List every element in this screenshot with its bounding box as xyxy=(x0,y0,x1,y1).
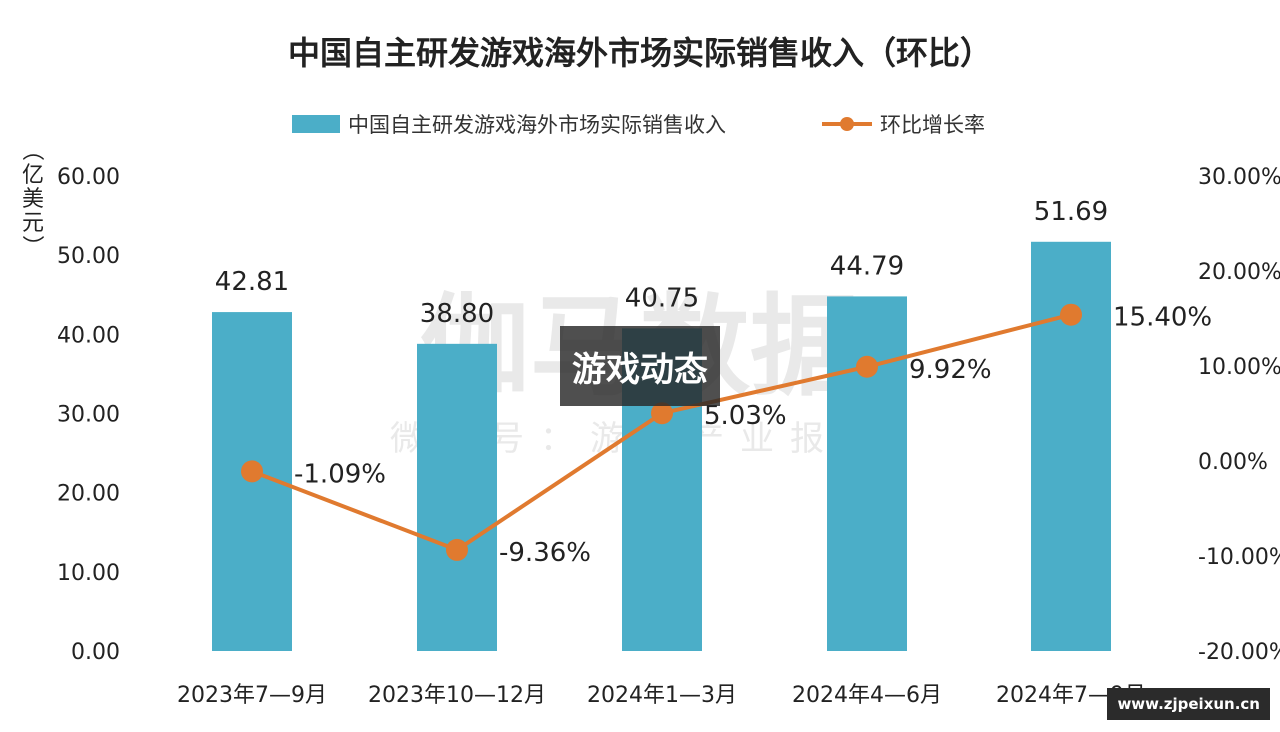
y2-tick-label: -20.00% xyxy=(1198,640,1280,665)
x-tick-label: 2024年4—6月 xyxy=(792,683,942,708)
y-tick-label: 40.00 xyxy=(57,323,120,348)
bar xyxy=(417,343,497,651)
y-axis-ticks: 0.00 10.00 20.00 30.00 40.00 50.00 60.00 xyxy=(57,165,120,665)
y-axis-label-char: 亿 xyxy=(22,163,44,188)
line-value-label: -1.09% xyxy=(294,459,386,489)
line-point xyxy=(1060,303,1082,326)
line-value-label: 15.40% xyxy=(1113,303,1212,333)
line-point xyxy=(856,355,878,378)
y-axis-label-char: ） xyxy=(19,235,44,257)
x-tick-label: 2023年10—12月 xyxy=(368,683,546,708)
x-tick-label: 2024年1—3月 xyxy=(587,683,737,708)
site-watermark-badge: www.zjpeixun.cn xyxy=(1107,688,1270,720)
y2-tick-label: -10.00% xyxy=(1198,545,1280,570)
legend-bar-label: 中国自主研发游戏海外市场实际销售收入 xyxy=(348,113,726,137)
y2-tick-label: 0.00% xyxy=(1198,450,1268,475)
y-tick-label: 20.00 xyxy=(57,482,120,507)
line-value-label: -9.36% xyxy=(499,538,591,568)
legend: 中国自主研发游戏海外市场实际销售收入 环比增长率 xyxy=(292,113,985,137)
line-series: -1.09% -9.36% 5.03% 9.92% 15.40% xyxy=(241,303,1212,568)
x-tick-label: 2023年7—9月 xyxy=(177,683,327,708)
line-point xyxy=(446,538,468,561)
y-axis-label-char: （ xyxy=(19,139,44,161)
y-tick-label: 30.00 xyxy=(57,403,120,428)
bar xyxy=(1031,241,1111,651)
y-axis-label-char: 元 xyxy=(22,211,44,236)
y-tick-label: 50.00 xyxy=(57,244,120,269)
line-value-label: 9.92% xyxy=(909,355,992,385)
y2-axis-ticks: -20.00% -10.00% 0.00% 10.00% 20.00% 30.00% xyxy=(1198,165,1280,665)
y-axis-label-char: 美 xyxy=(22,187,44,212)
legend-line-marker xyxy=(840,117,854,131)
line-point xyxy=(241,460,263,483)
legend-bar-swatch xyxy=(292,115,340,133)
line-value-label: 5.03% xyxy=(704,401,787,431)
bar xyxy=(827,296,907,651)
y-tick-label: 10.00 xyxy=(57,561,120,586)
bar-value-label: 42.81 xyxy=(215,267,289,297)
line-point xyxy=(651,402,673,425)
y2-tick-label: 10.00% xyxy=(1198,355,1280,380)
y-axis-label: （亿美元） xyxy=(19,139,44,257)
chart-title: 中国自主研发游戏海外市场实际销售收入（环比） xyxy=(288,34,992,72)
y-tick-label: 0.00 xyxy=(71,640,120,665)
y2-tick-label: 30.00% xyxy=(1198,165,1280,190)
bar-value-label: 44.79 xyxy=(830,251,904,281)
overlay-badge: 游戏动态 xyxy=(560,326,720,406)
bar-value-label: 38.80 xyxy=(420,299,494,329)
bar-value-label: 40.75 xyxy=(625,283,699,313)
y2-tick-label: 20.00% xyxy=(1198,260,1280,285)
x-axis-ticks: 2023年7—9月 2023年10—12月 2024年1—3月 2024年4—6月 20… xyxy=(177,683,1146,708)
y-tick-label: 60.00 xyxy=(57,165,120,190)
bar-value-label: 51.69 xyxy=(1034,197,1108,227)
legend-line-label: 环比增长率 xyxy=(880,113,985,137)
